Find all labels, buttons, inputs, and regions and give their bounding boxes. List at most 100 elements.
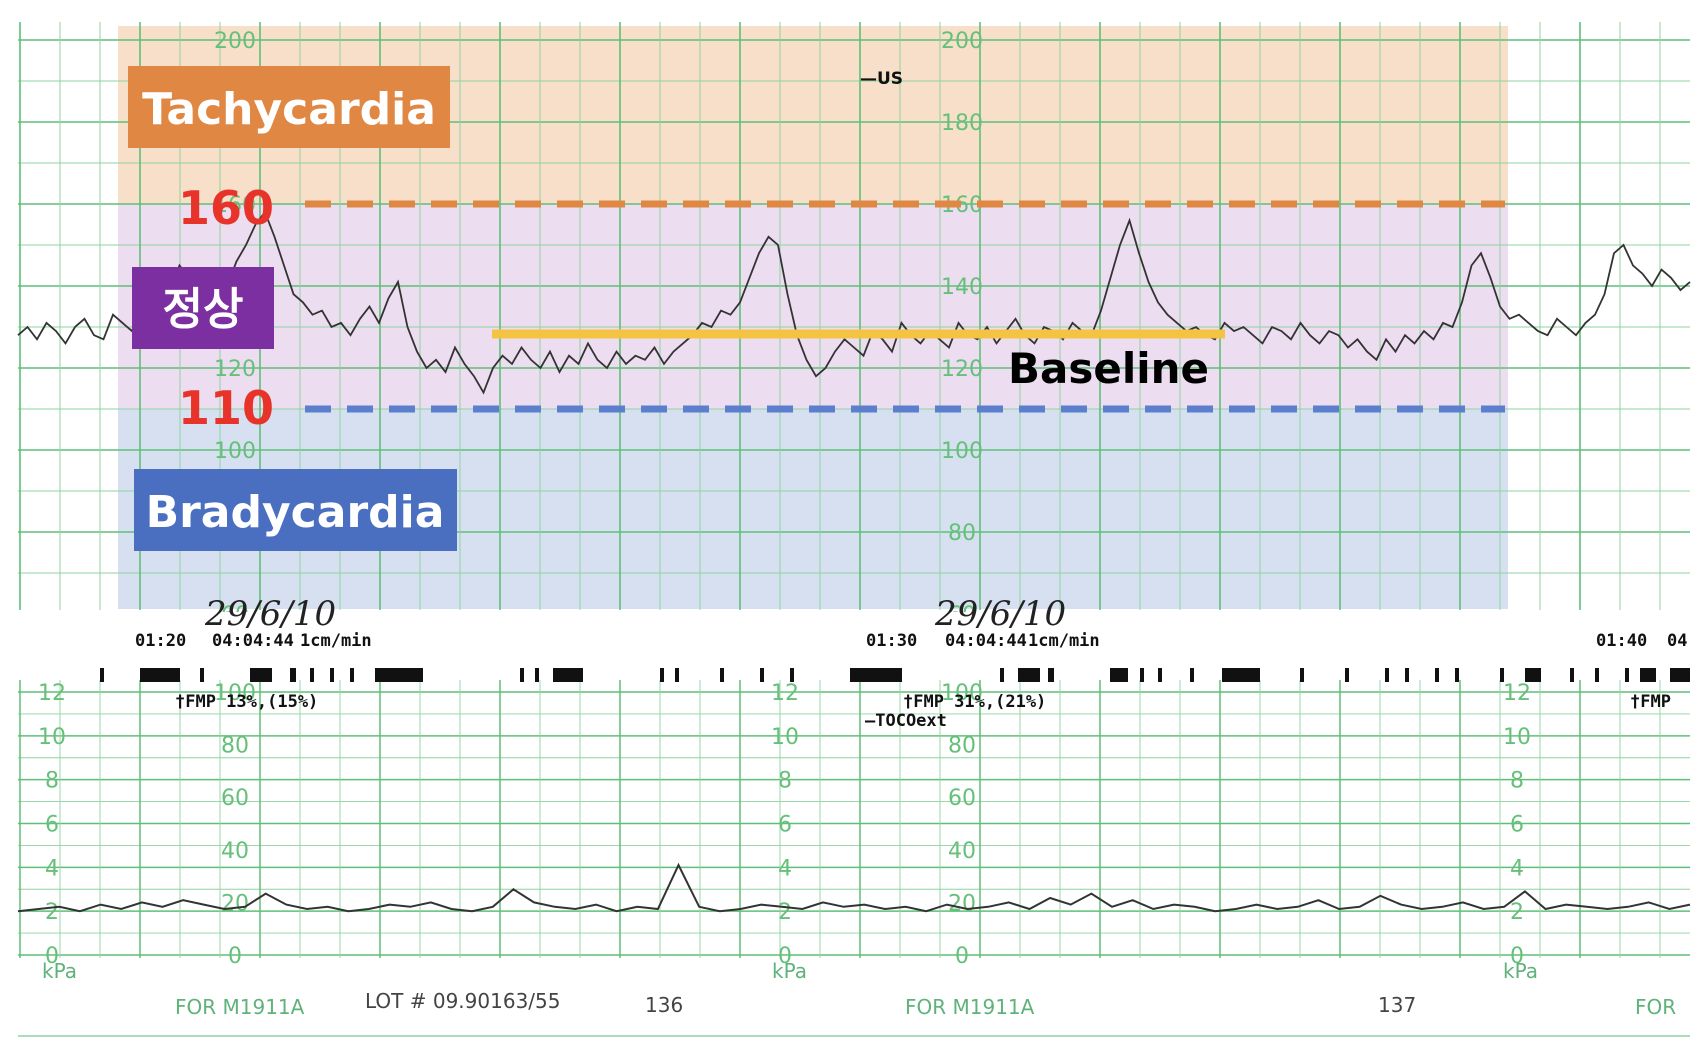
toco-kpa-tick-label: 10 xyxy=(771,725,799,750)
event-mark xyxy=(200,668,204,682)
fhr-tick-label: 100 xyxy=(941,439,983,464)
event-mark xyxy=(250,668,272,682)
toco-kpa-tick-label: 12 xyxy=(771,681,799,706)
event-mark xyxy=(1110,668,1128,682)
toco-percent-tick-label: 20 xyxy=(221,891,249,916)
toco-kpa-tick-label: 4 xyxy=(1510,856,1524,881)
toco-percent-tick-label: 60 xyxy=(221,786,249,811)
kpa-label-3: kPa xyxy=(1503,959,1538,983)
event-mark xyxy=(720,668,724,682)
side-glyph: 04 xyxy=(1667,631,1687,651)
toco-percent-tick-label: 0 xyxy=(228,944,242,969)
timestamp-1: 01:20 xyxy=(135,631,186,651)
fhr-tick-label: 140 xyxy=(941,275,983,300)
event-mark xyxy=(535,668,539,682)
event-mark xyxy=(1595,668,1599,682)
speed-2: 1cm/min xyxy=(1028,631,1100,651)
event-mark xyxy=(1640,668,1656,682)
toco-percent-tick-label: 40 xyxy=(221,839,249,864)
toco-legend: —TOCOext xyxy=(865,711,947,731)
event-mark xyxy=(1048,668,1054,682)
fhr-tick-label: 120 xyxy=(941,357,983,382)
footer-form-right: FOR xyxy=(1635,995,1676,1019)
toco-percent-tick-label: 80 xyxy=(221,734,249,759)
toco-kpa-tick-label: 8 xyxy=(45,769,59,794)
toco-kpa-tick-label: 8 xyxy=(778,769,792,794)
toco-trace-line xyxy=(17,862,1691,913)
event-mark xyxy=(1190,668,1194,682)
kpa-label-1: kPa xyxy=(42,959,77,983)
toco-kpa-tick-label: 10 xyxy=(1503,725,1531,750)
toco-kpa-tick-label: 12 xyxy=(38,681,66,706)
event-mark xyxy=(1345,668,1349,682)
toco-percent-tick-label: 40 xyxy=(948,839,976,864)
toco-kpa-tick-label: 2 xyxy=(1510,900,1524,925)
page-number-2: 137 xyxy=(1378,993,1416,1017)
toco-kpa-tick-label: 10 xyxy=(38,725,66,750)
us-legend: —US xyxy=(860,69,903,89)
toco-percent-tick-label: 100 xyxy=(941,681,983,706)
handwritten-date-2: 29/6/10 xyxy=(934,594,1066,634)
handwritten-date-1: 29/6/10 xyxy=(204,594,336,634)
event-mark xyxy=(290,668,296,682)
event-mark xyxy=(790,668,794,682)
toco-kpa-tick-label: 0 xyxy=(1510,944,1524,969)
event-mark xyxy=(100,668,104,682)
event-mark xyxy=(1525,668,1541,682)
event-mark xyxy=(760,668,764,682)
toco-percent-tick-label: 100 xyxy=(214,681,256,706)
toco-kpa-tick-label: 12 xyxy=(1503,681,1531,706)
toco-kpa-tick-label: 6 xyxy=(45,813,59,838)
normal-label: 정상 xyxy=(163,284,244,335)
fhr-tick-label: 160 xyxy=(214,193,256,218)
normal-label-box xyxy=(132,267,274,349)
event-mark xyxy=(1018,668,1040,682)
heart-rate-zones xyxy=(118,26,1508,609)
panel-separator xyxy=(0,612,1696,652)
event-mark xyxy=(850,668,902,682)
event-mark xyxy=(660,668,664,682)
toco-percent-tick-label: 0 xyxy=(955,944,969,969)
toco-kpa-tick-label: 6 xyxy=(1510,813,1524,838)
timestamp-2: 01:30 xyxy=(866,631,917,651)
toco-kpa-tick-label: 0 xyxy=(778,944,792,969)
speed-1: 1cm/min xyxy=(300,631,372,651)
fmp-annotation-1: †FMP 13%,(15%) xyxy=(175,692,318,712)
event-mark xyxy=(1222,668,1260,682)
kpa-label-2: kPa xyxy=(772,959,807,983)
toco-kpa-tick-label: 0 xyxy=(45,944,59,969)
tachycardia-label-box xyxy=(128,66,450,148)
event-mark xyxy=(675,668,679,682)
toco-grid xyxy=(18,680,1690,1037)
event-mark xyxy=(1405,668,1409,682)
event-mark xyxy=(330,668,334,682)
upper-threshold-value: 160 xyxy=(178,181,274,235)
event-mark xyxy=(520,668,524,682)
page-number-1: 136 xyxy=(645,993,683,1017)
fhr-trace-line xyxy=(17,210,1691,395)
event-mark xyxy=(1670,668,1690,682)
fmp-annotation-3: †FMP xyxy=(1630,692,1671,712)
event-mark xyxy=(1140,668,1144,682)
toco-kpa-tick-label: 4 xyxy=(778,856,792,881)
event-mark xyxy=(1625,668,1629,682)
fhr-tick-label: 180 xyxy=(941,111,983,136)
lower-threshold-value: 110 xyxy=(178,381,274,435)
event-marker-bars xyxy=(100,668,1690,682)
normal-zone xyxy=(118,204,1508,409)
toco-scale-labels: 1210864201210864201210864201008060402001… xyxy=(38,681,1531,969)
event-mark xyxy=(140,668,180,682)
footer-form-1: FOR M1911A xyxy=(175,995,305,1019)
tachycardia-label: Tachycardia xyxy=(142,84,436,135)
toco-percent-tick-label: 20 xyxy=(948,891,976,916)
toco-percent-tick-label: 80 xyxy=(948,734,976,759)
fhr-tick-label: 120 xyxy=(214,357,256,382)
timestamp-3: 01:40 xyxy=(1596,631,1647,651)
toco-kpa-tick-label: 4 xyxy=(45,856,59,881)
event-mark xyxy=(1435,668,1439,682)
print-time-1: 04:04:44 xyxy=(212,631,294,651)
event-mark xyxy=(1158,668,1162,682)
baseline-label: Baseline xyxy=(1008,344,1209,393)
fmp-annotation-2: †FMP 31%,(21%) xyxy=(903,692,1046,712)
